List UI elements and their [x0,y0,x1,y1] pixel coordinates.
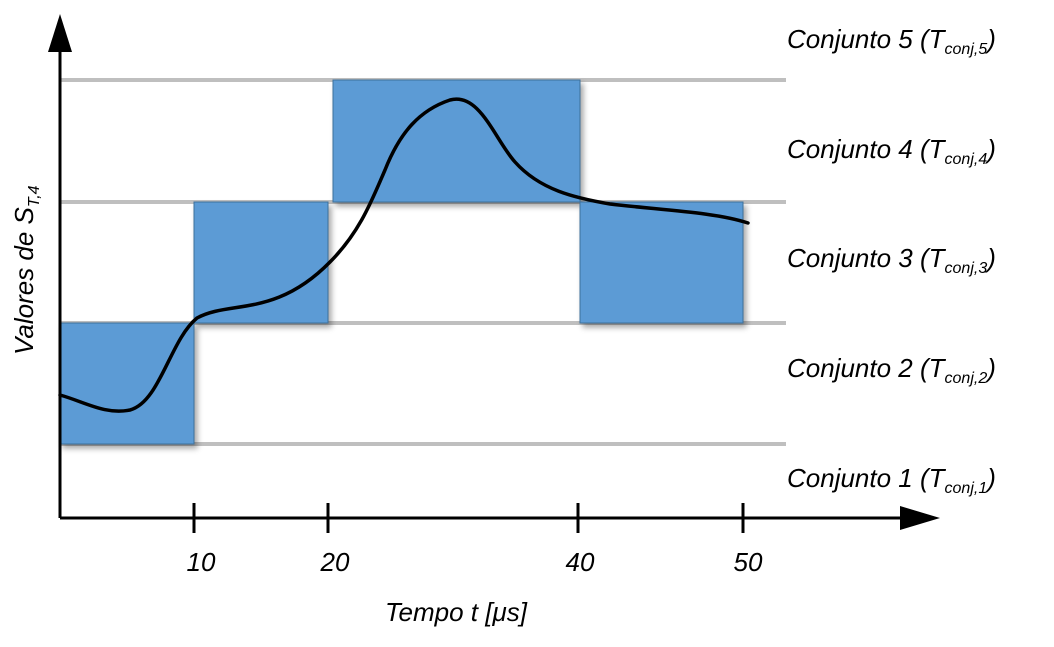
set-label-text: Conjunto 1 (T [787,463,947,493]
set-label-text: Conjunto 2 (T [787,353,947,383]
set-label-text: Conjunto 3 (T [787,243,947,273]
set-label-subscript: conj,2 [945,370,988,387]
set-label-1: Conjunto 1 (Tconj,1) [787,463,996,497]
signal-curve [58,97,750,413]
set-label-text: Conjunto 4 (T [787,134,947,164]
block-set-3-interval-10-20 [193,201,329,324]
set-label-3: Conjunto 3 (Tconj,3) [787,243,996,277]
block-set-2-interval-0-10 [59,322,195,445]
x-axis-arrow-icon [900,506,940,530]
set-label-text: Conjunto 5 (T [787,24,947,54]
set-label-suffix: ) [984,463,996,493]
quantization-blocks [59,79,744,445]
y-axis-title-subscript: T,4 [26,185,43,207]
x-tick-label: 20 [320,547,350,577]
y-axis-title: Valores de ST,4 [9,185,43,355]
set-label-subscript: conj,5 [945,41,988,58]
y-axis-arrow-icon [48,14,72,52]
set-label-4: Conjunto 4 (Tconj,4) [787,134,996,168]
set-label-5: Conjunto 5 (Tconj,5) [787,24,996,58]
x-tick-label: 50 [734,547,763,577]
x-tick-label: 40 [566,547,595,577]
x-axis-title: Tempo t [μs] [385,597,528,627]
set-label-subscript: conj,4 [945,151,988,168]
x-tick-label: 10 [187,547,216,577]
block-set-3-interval-40-50 [579,201,744,324]
set-label-2: Conjunto 2 (Tconj,2) [787,353,996,387]
set-label-suffix: ) [984,353,996,383]
set-label-subscript: conj,1 [945,480,988,497]
set-label-subscript: conj,3 [945,260,988,277]
set-label-suffix: ) [984,134,996,164]
y-axis-title-main: Valores de S [9,206,39,355]
set-label-suffix: ) [984,243,996,273]
set-label-suffix: ) [984,24,996,54]
